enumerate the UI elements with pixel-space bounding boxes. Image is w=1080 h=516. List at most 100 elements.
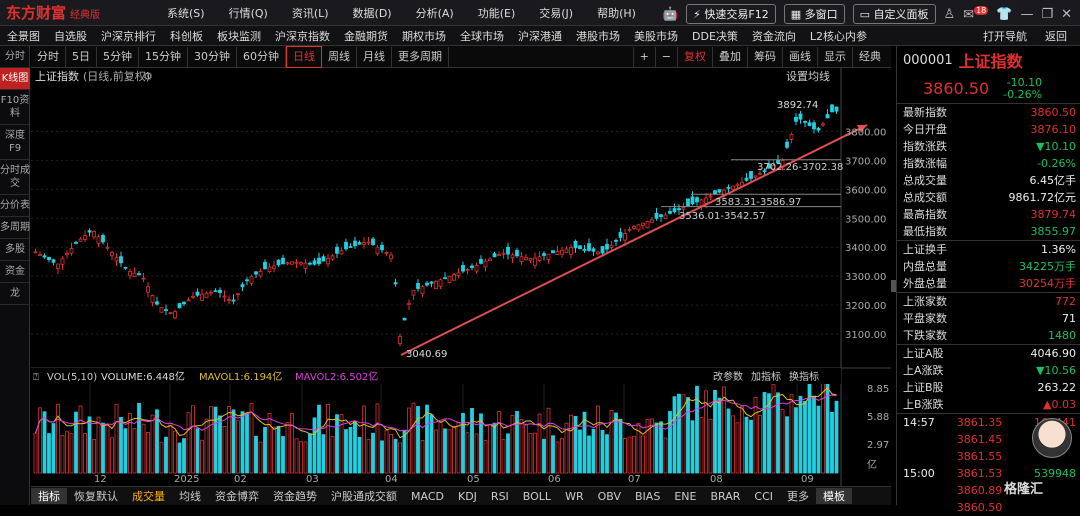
period-15min[interactable]: 15分钟 — [139, 46, 188, 67]
panel-collapse-handle[interactable] — [891, 280, 896, 292]
indicator-tab[interactable]: 均线 — [179, 490, 201, 503]
period-weekly[interactable]: 周线 — [322, 46, 357, 67]
tab-multi-stock[interactable]: 多股 — [0, 239, 30, 261]
tab-depth[interactable]: 深度F9 — [0, 125, 30, 160]
display-button[interactable]: 显示 — [817, 46, 852, 67]
restore-icon[interactable]: ❐ — [1041, 6, 1054, 22]
ma-settings[interactable]: 设置均线 — [786, 69, 830, 83]
candle-body — [434, 281, 438, 290]
multi-window-button[interactable]: ▦ 多窗口 — [783, 4, 845, 24]
tab-kline[interactable]: K线图 — [0, 68, 30, 90]
nav-item[interactable]: 港股市场 — [576, 29, 620, 43]
indicator-tab[interactable]: 资金趋势 — [273, 490, 317, 503]
classic-button[interactable]: 经典 — [852, 46, 887, 67]
kline-chart[interactable]: 上证指数 (日线,前复权) ⚙ 设置均线 3892.74 3702.26-370… — [31, 68, 891, 486]
menu-news[interactable]: 资讯(L) — [291, 6, 329, 20]
overlay-button[interactable]: 叠加 — [712, 46, 747, 67]
volume-bar — [591, 428, 596, 474]
tab-multi-period[interactable]: 多周期 — [0, 217, 30, 239]
indicator-tab[interactable]: 沪股通成交额 — [331, 490, 397, 503]
nav-item[interactable]: 沪深京指数 — [275, 29, 330, 43]
period-5min[interactable]: 5分钟 — [97, 46, 139, 67]
indicator-tab[interactable]: WR — [565, 489, 584, 503]
shirt-icon[interactable]: 👕 — [996, 6, 1013, 22]
nav-item[interactable]: 沪深京排行 — [101, 29, 156, 43]
chips-button[interactable]: 筹码 — [747, 46, 782, 67]
mail-icon[interactable]: ✉ 18 — [963, 5, 989, 23]
nav-item[interactable]: 科创板 — [170, 29, 203, 43]
period-intraday[interactable]: 分时 — [31, 46, 66, 67]
assistant-avatar[interactable] — [1032, 418, 1072, 458]
nav-item[interactable]: 全景图 — [7, 29, 40, 43]
indicator-tab[interactable]: BIAS — [635, 489, 661, 503]
indicator-tab[interactable]: 资金博弈 — [215, 490, 259, 503]
nav-item[interactable]: 金融期货 — [344, 29, 388, 43]
nav-item[interactable]: L2核心内参 — [809, 29, 868, 43]
volume-bar — [326, 404, 330, 474]
minimize-icon[interactable]: — — [1020, 6, 1034, 22]
nav-item[interactable]: 美股市场 — [634, 29, 678, 43]
tab-intraday[interactable]: 分时 — [0, 46, 30, 68]
close-icon[interactable]: ✕ — [1061, 6, 1072, 22]
volume-bar — [173, 430, 177, 474]
vol-edit-params[interactable]: 改参数 — [713, 370, 743, 383]
menu-system[interactable]: 系统(S) — [167, 6, 205, 20]
tab-price-table[interactable]: 分价表 — [0, 195, 30, 217]
nav-item[interactable]: 全球市场 — [460, 29, 504, 43]
menu-analysis[interactable]: 分析(A) — [415, 6, 454, 20]
indicator-tab[interactable]: BOLL — [522, 489, 552, 503]
vol-icon[interactable]: ⍰ — [33, 372, 39, 383]
indicator-tab[interactable]: 指标 — [31, 488, 67, 504]
nav-item[interactable]: 板块监测 — [217, 29, 261, 43]
menu-help[interactable]: 帮助(H) — [597, 6, 636, 20]
zoom-in-button[interactable]: + — [632, 46, 655, 67]
user-icon[interactable]: ♙ — [943, 6, 956, 22]
indicator-tab[interactable]: 更多 — [787, 490, 809, 503]
period-60min[interactable]: 60分钟 — [237, 46, 286, 67]
tick-time: 14:57 — [903, 416, 935, 429]
nav-item[interactable]: DDE决策 — [692, 29, 738, 43]
settings-gear-icon[interactable]: ⚙ — [143, 70, 153, 83]
robot-icon[interactable]: 🤖 — [661, 6, 679, 22]
menu-function[interactable]: 功能(E) — [477, 6, 516, 20]
custom-panel-button[interactable]: ▭ 自定义面板 — [852, 4, 936, 24]
period-more[interactable]: 更多周期 — [392, 46, 449, 67]
menu-data[interactable]: 数据(D) — [352, 6, 392, 20]
vol-add-indicator[interactable]: 加指标 — [751, 370, 781, 383]
candle-body — [483, 260, 488, 268]
indicator-tab[interactable]: CCI — [754, 489, 773, 503]
period-30min[interactable]: 30分钟 — [188, 46, 237, 67]
nav-item[interactable]: 自选股 — [54, 29, 87, 43]
volume-bar — [330, 436, 335, 474]
nav-item[interactable]: 资金流向 — [751, 29, 796, 43]
nav-item[interactable]: 沪深港通 — [518, 29, 562, 43]
nav-item[interactable]: 期权市场 — [402, 29, 446, 43]
menu-quotes[interactable]: 行情(Q) — [228, 6, 268, 20]
period-monthly[interactable]: 月线 — [357, 46, 392, 67]
quick-trade-button[interactable]: ⚡ 快速交易F12 — [686, 4, 776, 24]
indicator-tab[interactable]: RSI — [490, 489, 509, 503]
adjust-button[interactable]: 复权 — [677, 46, 712, 67]
tab-f10[interactable]: F10资料 — [0, 90, 30, 125]
period-daily[interactable]: 日线 — [286, 45, 322, 68]
period-5day[interactable]: 5日 — [66, 46, 97, 67]
indicator-tab[interactable]: OBV — [597, 489, 622, 503]
indicator-tab[interactable]: 模板 — [816, 488, 852, 504]
open-nav-button[interactable]: 打开导航 — [983, 29, 1027, 43]
draw-button[interactable]: 画线 — [782, 46, 817, 67]
zoom-out-button[interactable]: − — [654, 46, 677, 67]
menu-trade[interactable]: 交易(J) — [539, 6, 574, 20]
indicator-tab[interactable]: MACD — [411, 489, 444, 503]
volume-bar — [753, 396, 758, 474]
indicator-tab[interactable]: BRAR — [710, 489, 741, 503]
tab-trades[interactable]: 分时成交 — [0, 160, 30, 195]
back-button[interactable]: 返回 — [1045, 29, 1067, 43]
vol-swap-indicator[interactable]: 换指标 — [789, 370, 819, 383]
indicator-tab[interactable]: 恢复默认 — [74, 490, 118, 503]
tab-dragon[interactable]: 龙 — [0, 283, 30, 305]
volume-bar — [470, 407, 474, 474]
indicator-tab[interactable]: KDJ — [457, 489, 477, 503]
indicator-tab[interactable]: ENE — [674, 489, 697, 503]
indicator-tab[interactable]: 成交量 — [132, 490, 165, 503]
tab-funds[interactable]: 资金 — [0, 261, 30, 283]
